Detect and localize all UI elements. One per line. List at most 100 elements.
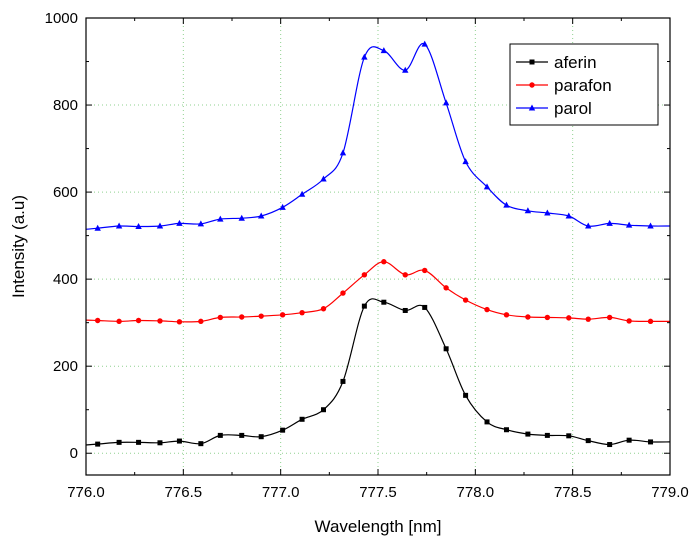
- data-point-parafon: [361, 272, 368, 278]
- data-point-parafon: [606, 314, 613, 321]
- y-tick-label: 1000: [45, 10, 78, 27]
- data-point-parafon: [647, 318, 654, 325]
- data-point-aferin: [422, 304, 428, 310]
- data-point-parol: [544, 209, 551, 216]
- data-point-aferin: [463, 392, 469, 398]
- series-aferin: [85, 298, 671, 448]
- series-parafon: [85, 259, 670, 325]
- data-point-parafon: [135, 317, 142, 324]
- data-point-aferin: [239, 432, 245, 438]
- data-point-aferin: [626, 437, 632, 443]
- data-point-aferin: [484, 419, 490, 425]
- data-point-parol: [156, 222, 164, 229]
- data-point-aferin: [299, 416, 305, 422]
- data-point-aferin: [176, 438, 182, 444]
- x-tick-label: 779.0: [651, 484, 689, 501]
- y-tick-label: 400: [53, 271, 78, 288]
- data-point-aferin: [503, 427, 509, 433]
- data-point-parafon: [279, 312, 286, 318]
- data-point-aferin: [566, 433, 572, 439]
- x-tick-label: 778.0: [457, 484, 495, 501]
- data-point-aferin: [217, 432, 223, 438]
- legend-label-aferin: aferin: [554, 53, 597, 72]
- data-point-parol: [462, 158, 469, 165]
- data-point-parafon: [94, 317, 101, 324]
- data-point-aferin: [280, 427, 286, 433]
- data-point-aferin: [157, 440, 163, 446]
- series-layer: [85, 40, 671, 448]
- data-point-parol: [625, 221, 633, 228]
- data-point-parol: [442, 99, 450, 106]
- data-point-parol: [339, 149, 347, 156]
- data-point-aferin: [381, 299, 387, 305]
- data-point-parafon: [299, 309, 305, 316]
- data-point-aferin: [607, 442, 613, 448]
- data-point-parafon: [626, 318, 632, 324]
- data-point-aferin: [198, 441, 204, 447]
- data-point-aferin: [116, 439, 122, 445]
- data-point-aferin: [320, 407, 326, 413]
- data-point-parol: [197, 220, 205, 227]
- data-point-parol: [361, 53, 368, 60]
- x-tick-label: 777.5: [359, 484, 397, 501]
- data-point-parol: [380, 47, 388, 54]
- data-point-parafon: [422, 267, 428, 274]
- data-point-aferin: [258, 434, 264, 440]
- data-point-parol: [524, 207, 532, 214]
- data-point-parol: [606, 219, 613, 226]
- data-point-parafon: [544, 314, 551, 321]
- y-axis-title: Intensity (a.u): [9, 195, 28, 298]
- data-point-parol: [176, 219, 183, 226]
- data-point-parol: [135, 222, 142, 229]
- data-point-parol: [647, 222, 654, 229]
- data-point-parol: [585, 222, 592, 229]
- y-tick-label: 600: [53, 184, 78, 201]
- series-parol: [85, 40, 671, 231]
- data-point-aferin: [361, 303, 367, 309]
- legend: aferin parafon parol: [509, 43, 659, 126]
- data-point-parafon: [585, 316, 591, 322]
- data-point-parol: [115, 222, 123, 229]
- data-point-parafon: [217, 314, 224, 321]
- data-point-aferin: [402, 307, 408, 313]
- data-point-parol: [483, 183, 491, 190]
- data-point-parafon: [340, 290, 346, 296]
- data-point-aferin: [136, 439, 142, 445]
- grid-lines: [86, 18, 670, 475]
- legend-marker-aferin: [529, 59, 535, 65]
- data-point-parafon: [381, 259, 387, 265]
- data-point-parafon: [402, 272, 408, 278]
- x-tick-label: 776.0: [67, 484, 105, 501]
- data-point-aferin: [648, 439, 654, 445]
- x-axis-title: Wavelength [nm]: [315, 517, 442, 536]
- data-point-parafon: [484, 306, 490, 313]
- data-point-parafon: [116, 318, 122, 325]
- y-tick-label: 800: [53, 97, 78, 114]
- y-tick-label: 200: [53, 358, 78, 375]
- data-point-parafon: [503, 312, 510, 318]
- data-point-parafon: [239, 314, 245, 320]
- data-point-parafon: [258, 313, 264, 319]
- data-point-parol: [258, 212, 265, 219]
- data-point-aferin: [340, 378, 346, 384]
- data-point-parol: [421, 40, 428, 47]
- data-point-aferin: [95, 441, 101, 447]
- data-point-parol: [94, 224, 101, 231]
- data-point-parafon: [566, 315, 572, 321]
- y-tick-label: 0: [70, 445, 78, 462]
- legend-marker-parafon: [529, 82, 535, 88]
- x-tick-label: 776.5: [165, 484, 203, 501]
- data-point-aferin: [544, 432, 550, 438]
- data-point-parafon: [443, 285, 449, 291]
- data-point-aferin: [443, 346, 449, 352]
- data-point-parol: [298, 190, 306, 197]
- data-point-parol: [217, 215, 224, 222]
- data-point-parol: [565, 212, 572, 219]
- data-point-parol: [503, 201, 510, 208]
- data-point-parol: [402, 66, 409, 73]
- data-point-aferin: [585, 438, 591, 444]
- data-point-parafon: [525, 314, 531, 320]
- data-point-parol: [238, 214, 245, 221]
- x-tick-label: 777.0: [262, 484, 300, 501]
